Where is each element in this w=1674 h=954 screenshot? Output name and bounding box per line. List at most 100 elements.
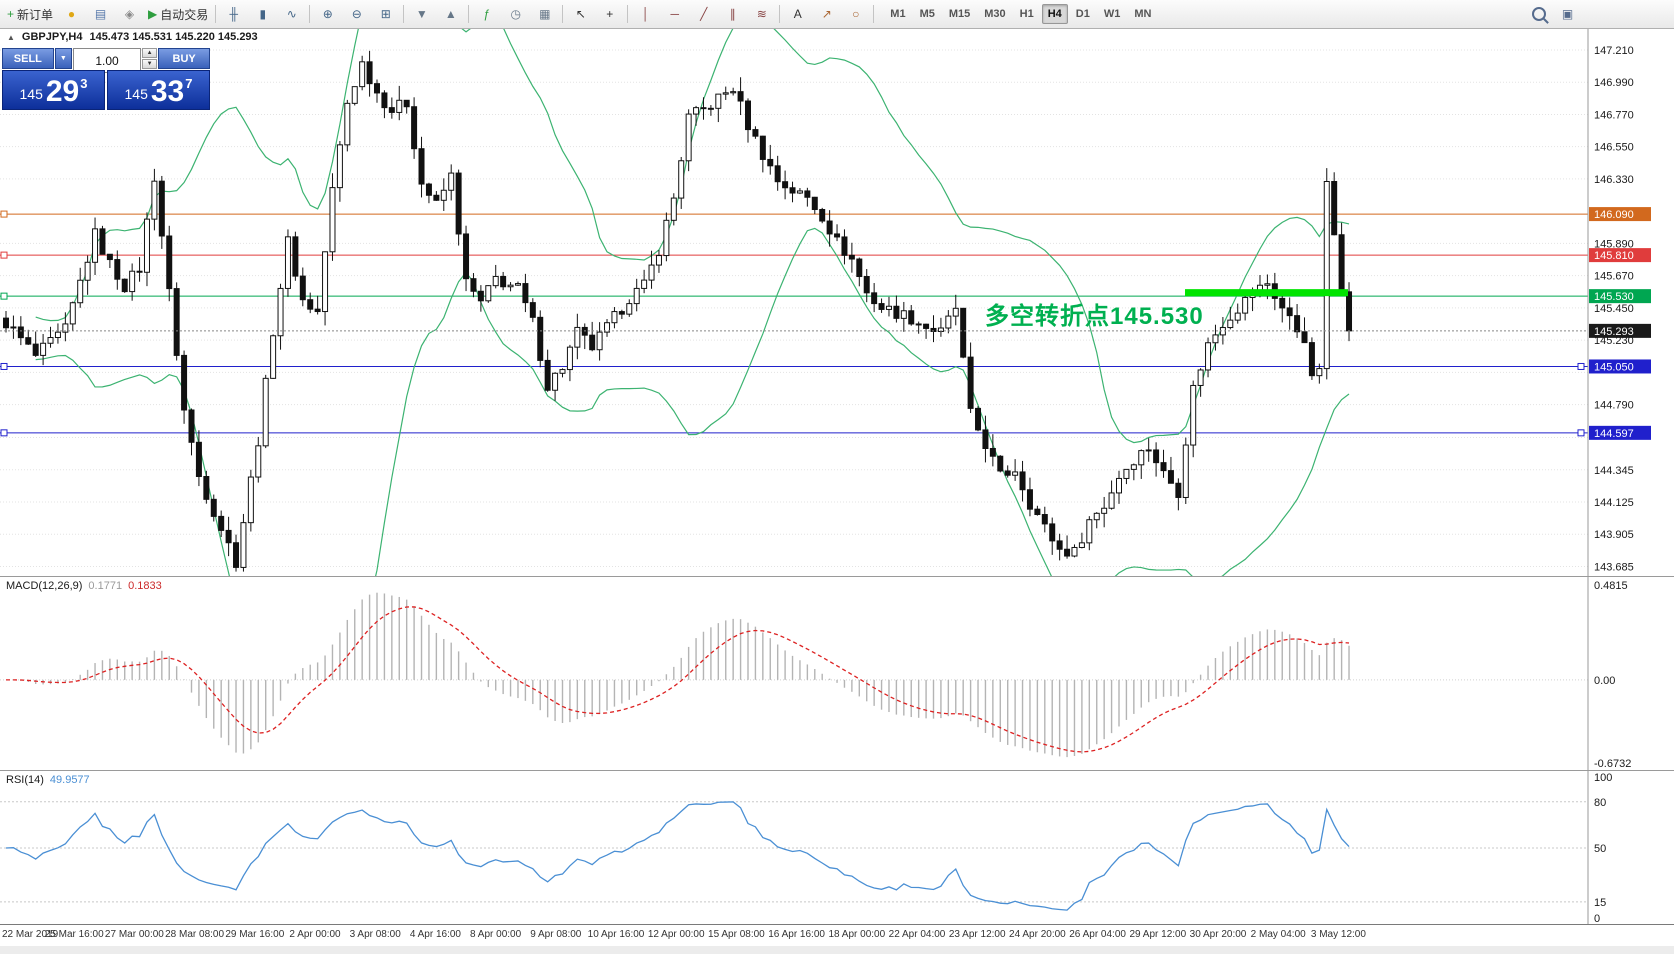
svg-text:146.770: 146.770 (1594, 109, 1634, 121)
text-label-button[interactable]: A (783, 2, 812, 26)
time-label: 15 Apr 08:00 (708, 929, 765, 940)
svg-text:144.345: 144.345 (1594, 465, 1634, 477)
terminal-icon: ▲ (444, 7, 457, 21)
crosshair-button[interactable]: + (595, 2, 624, 26)
buy-price-button[interactable]: 145 33 7 (107, 70, 210, 110)
templates-button[interactable]: ▦ (530, 2, 559, 26)
channel-icon: ∥ (729, 7, 736, 21)
timeframe-w1[interactable]: W1 (1103, 8, 1121, 20)
svg-text:146.330: 146.330 (1594, 174, 1634, 186)
timeframe-d1[interactable]: D1 (1075, 8, 1090, 20)
toolbar-separator (779, 5, 781, 23)
svg-text:145.890: 145.890 (1594, 238, 1634, 250)
search-icon (1531, 7, 1546, 21)
crosshair-icon: + (606, 7, 614, 21)
autotrading-play-icon: ▶ (148, 7, 158, 21)
symbol-ohlc: 145.473 145.531 145.220 145.293 (89, 31, 258, 43)
sell-price-pips: 29 (45, 75, 80, 108)
time-label: 2 Apr 00:00 (289, 929, 341, 940)
symbol-title: GBPJPY,H4 (21, 31, 83, 43)
line-chart-button[interactable]: ∿ (277, 2, 306, 26)
macd-panel[interactable]: 0.4815 0.00 -0.6732 MACD(12,26,9) 0.1771 0… (0, 576, 1674, 771)
timeframe-mn[interactable]: MN (1134, 8, 1152, 20)
svg-text:145.230: 145.230 (1594, 335, 1634, 347)
channel-button[interactable]: ∥ (718, 2, 747, 26)
templates-icon: ▦ (539, 7, 551, 21)
time-label: 22 Mar 2019 (2, 929, 59, 940)
fibonacci-button[interactable]: ≋ (747, 2, 776, 26)
toolbar-separator (627, 5, 629, 23)
profiles-button[interactable]: ▤ (86, 2, 115, 26)
time-label: 9 Apr 08:00 (530, 929, 582, 940)
arrow-object-icon: ↗ (821, 7, 832, 21)
cursor-button[interactable]: ↖ (566, 2, 595, 26)
autotrading-button[interactable]: ▶ 自动交易 (144, 2, 212, 26)
search-button[interactable] (1524, 2, 1553, 26)
trendline-icon: ╱ (700, 7, 708, 21)
svg-text:0.4815: 0.4815 (1594, 580, 1628, 592)
toolbar-separator (403, 5, 405, 23)
buy-button[interactable]: BUY (158, 48, 210, 69)
volume-down-icon[interactable]: ▼ (142, 59, 158, 69)
main-chart-panel[interactable]: 147.210 146.990 146.770 146.550 146.330 145.8… (0, 28, 1674, 576)
sell-price-button[interactable]: 145 29 3 (2, 70, 105, 110)
periods-button[interactable]: ◷ (501, 2, 530, 26)
rsi-label: RSI(14) 49.9577 (6, 774, 90, 786)
autotrading-button-label: 自动交易 (160, 7, 209, 22)
volume-dropdown[interactable]: ▼ (54, 48, 72, 69)
timeframe-m5[interactable]: M5 (919, 8, 935, 20)
rsi-panel[interactable]: 100 80 50 15 0 RSI(14) 49.9577 (0, 770, 1674, 925)
svg-text:80: 80 (1594, 797, 1606, 809)
profiles-icon: ▤ (94, 7, 107, 21)
indicators-button[interactable]: ƒ (472, 2, 501, 26)
candlestick-icon: ▮ (259, 7, 267, 21)
svg-text:143.685: 143.685 (1594, 561, 1634, 573)
time-label: 16 Apr 16:00 (768, 929, 825, 940)
time-axis[interactable]: 22 Mar 2019 25 Mar 16:00 27 Mar 00:00 28 Ma… (0, 924, 1674, 947)
macd-chart: 0.4815 0.00 -0.6732 (0, 577, 1631, 771)
timeframe-h4[interactable]: H4 (1041, 4, 1068, 24)
buy-price-main: 145 (124, 86, 148, 102)
navigator-button[interactable]: ▼ (407, 2, 436, 26)
volume-up-icon[interactable]: ▲ (142, 48, 158, 58)
time-label: 27 Mar 00:00 (104, 929, 164, 940)
time-label: 3 Apr 08:00 (349, 929, 401, 940)
time-label: 30 Apr 20:00 (1189, 929, 1247, 940)
arrows-button[interactable]: ↗ (812, 2, 841, 26)
bar-chart-button[interactable]: ╫ (219, 2, 248, 26)
terminal-button[interactable]: ▲ (436, 2, 465, 26)
zoom-out-button[interactable]: ⊖ (342, 2, 371, 26)
vertical-line-icon: │ (642, 7, 650, 21)
horizontal-line-icon: ─ (670, 7, 680, 21)
sell-button[interactable]: SELL (2, 48, 54, 69)
horizontal-line-button[interactable]: ─ (660, 2, 689, 26)
gold-button[interactable]: ● (57, 2, 86, 26)
rsi-chart: 100 80 50 15 0 (0, 771, 1612, 925)
candlestick-chart[interactable]: 147.210 146.990 146.770 146.550 146.330 145.8… (0, 28, 1674, 576)
candlestick-chart-button[interactable]: ▮ (248, 2, 277, 26)
zoom-in-button[interactable]: ⊕ (313, 2, 342, 26)
volume-spinner[interactable]: ▲ ▼ (142, 48, 158, 69)
sell-price-main: 145 (19, 86, 43, 102)
timeframe-h1[interactable]: H1 (1019, 8, 1034, 20)
vertical-line-button[interactable]: │ (631, 2, 660, 26)
indicators-icon: ƒ (483, 7, 491, 21)
timeframe-m1[interactable]: M1 (890, 8, 906, 20)
tile-windows-button[interactable]: ⊞ (371, 2, 400, 26)
timeframe-m15[interactable]: M15 (948, 8, 971, 20)
svg-text:100: 100 (1594, 772, 1612, 784)
time-label: 26 Apr 04:00 (1069, 929, 1126, 940)
svg-text:0.00: 0.00 (1594, 675, 1615, 687)
toolbar-separator (309, 5, 311, 23)
svg-text:145.530: 145.530 (1594, 291, 1634, 303)
shapes-button[interactable]: ○ (841, 2, 870, 26)
timeframe-m30[interactable]: M30 (984, 8, 1006, 20)
time-label: 25 Mar 16:00 (44, 929, 104, 940)
toolbar-separator (215, 5, 217, 23)
data-window-button[interactable]: ▣ (1553, 2, 1582, 26)
trendline-button[interactable]: ╱ (689, 2, 718, 26)
toolbar: + 新订单 ● ▤ ◈ ▶ 自动交易 ╫ ▮ ∿ ⊕ ⊖ ⊞ ▼ ▲ ƒ ◷ ▦ ↖ + │ ─ ╱ ∥ ≋ A ↗ ○ M1 M5 M15… (0, 0, 1674, 29)
new-order-button[interactable]: + 新订单 (3, 2, 57, 26)
time-label: 24 Apr 20:00 (1009, 929, 1066, 940)
refresh-button[interactable]: ◈ (115, 2, 144, 26)
